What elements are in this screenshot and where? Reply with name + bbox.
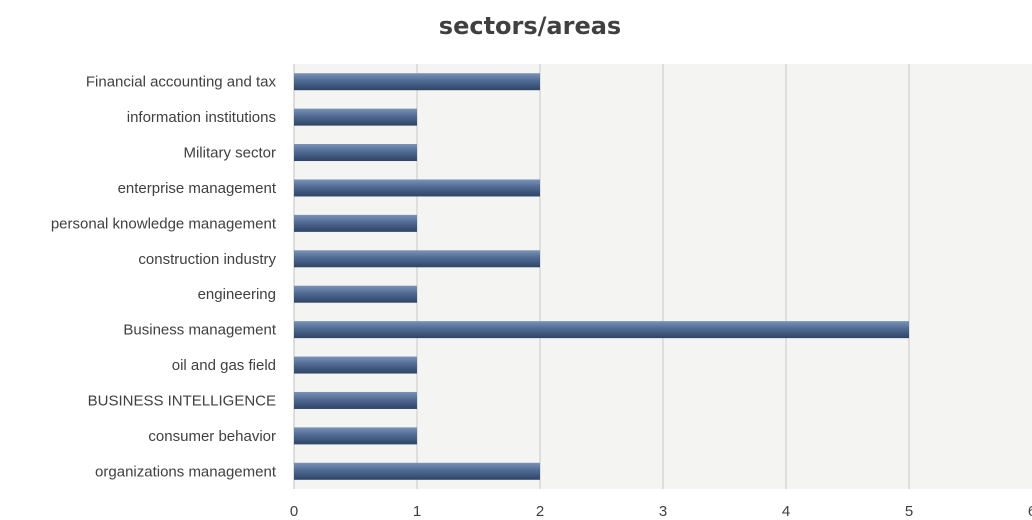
x-tick-label: 2 xyxy=(536,503,544,520)
category-label: personal knowledge management xyxy=(51,215,277,232)
bar xyxy=(294,285,417,303)
category-label: Military sector xyxy=(183,145,276,162)
bar xyxy=(294,73,540,91)
chart-title: sectors/areas xyxy=(438,12,622,40)
x-tick-label: 0 xyxy=(290,503,298,520)
bar xyxy=(294,179,540,197)
x-tick-labels: 0 1 2 3 4 5 6 xyxy=(290,503,1032,520)
bar xyxy=(294,214,417,232)
category-label: consumer behavior xyxy=(148,428,276,445)
bar xyxy=(294,321,909,339)
bar xyxy=(294,462,540,480)
bars xyxy=(294,73,909,480)
category-labels: Financial accounting and tax information … xyxy=(51,74,277,481)
category-label: BUSINESS INTELLIGENCE xyxy=(88,392,276,409)
category-label: Financial accounting and tax xyxy=(86,74,277,91)
x-tick-label: 5 xyxy=(905,503,913,520)
category-label: engineering xyxy=(198,286,276,303)
x-tick-label: 1 xyxy=(413,503,421,520)
bar xyxy=(294,144,417,162)
bar xyxy=(294,356,417,374)
bar xyxy=(294,108,417,126)
category-label: Business management xyxy=(123,322,276,339)
gridlines xyxy=(293,64,910,489)
bar xyxy=(294,391,417,409)
category-label: information institutions xyxy=(127,109,276,126)
x-tick-label: 6 xyxy=(1028,503,1032,520)
category-label: construction industry xyxy=(138,251,276,268)
category-label: organizations management xyxy=(95,463,277,480)
bar xyxy=(294,250,540,268)
x-tick-label: 4 xyxy=(782,503,790,520)
category-label: oil and gas field xyxy=(172,357,276,374)
bar xyxy=(294,427,417,445)
x-tick-label: 3 xyxy=(659,503,667,520)
category-label: enterprise management xyxy=(118,180,277,197)
